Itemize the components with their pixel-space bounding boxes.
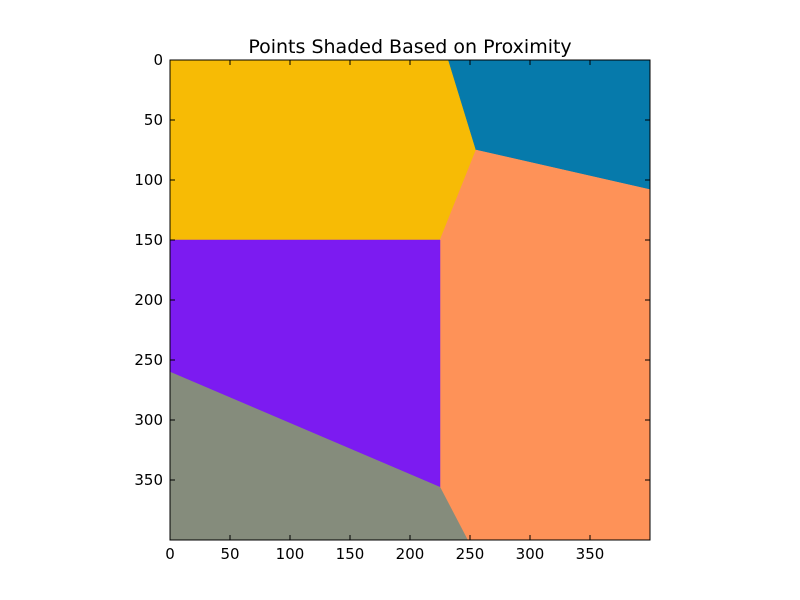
chart-title: Points Shaded Based on Proximity	[248, 36, 571, 58]
regions-layer	[169, 59, 651, 541]
plot-frame	[169, 59, 651, 541]
x-tick-label: 200	[396, 545, 425, 563]
y-tick-label: 250	[134, 351, 163, 369]
x-tick-label: 250	[456, 545, 485, 563]
region-yellow	[169, 59, 477, 241]
y-tick-label: 50	[144, 111, 163, 129]
y-tick-label: 200	[134, 291, 163, 309]
x-tick-label: 100	[276, 545, 305, 563]
region-orange	[439, 149, 651, 541]
y-tick-label: 150	[134, 231, 163, 249]
y-tick-label: 350	[134, 471, 163, 489]
x-tick-label: 50	[220, 545, 239, 563]
x-tick-label: 0	[165, 545, 175, 563]
y-tick-label: 0	[153, 51, 163, 69]
x-tick-label: 300	[516, 545, 545, 563]
x-tick-label: 350	[576, 545, 605, 563]
ticks-layer: 0 50 100 150 200 250 300 350 0 50 100 150 200 250 300 3…	[134, 51, 650, 563]
y-tick-label: 300	[134, 411, 163, 429]
x-tick-label: 150	[336, 545, 365, 563]
y-tick-label: 100	[134, 171, 163, 189]
